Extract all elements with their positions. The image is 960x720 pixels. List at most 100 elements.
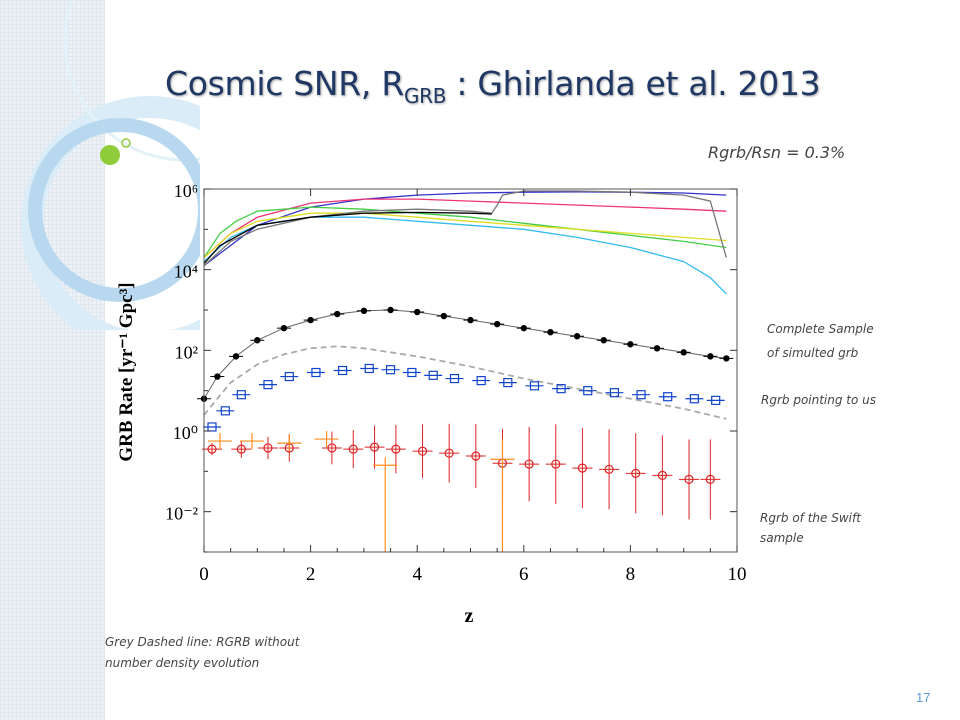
series-10-point-15 — [599, 429, 620, 510]
series-7-point-6 — [330, 310, 345, 318]
data-point-part — [440, 312, 448, 320]
y-tick-label: 10⁴ — [174, 262, 198, 282]
data-point-part — [444, 448, 454, 458]
series-7-point-17 — [623, 341, 638, 348]
series-9-point-11 — [445, 373, 464, 384]
data-point-part — [551, 459, 561, 469]
series-10-point-18 — [679, 439, 700, 520]
series-11-point-2 — [277, 435, 302, 452]
y-tick-label: 10⁻² — [165, 504, 198, 524]
data-point-part — [663, 392, 673, 402]
series-9-point-13 — [498, 378, 517, 388]
title-rest: : Ghirlanda et al. 2013 — [446, 64, 821, 103]
data-point-part — [476, 375, 486, 386]
data-point-part — [236, 444, 246, 454]
series-10-point-13 — [545, 424, 566, 504]
data-point-part — [627, 341, 634, 348]
series-7-fit-line — [203, 309, 727, 399]
data-point-part — [207, 422, 217, 432]
series-7-point-3 — [250, 337, 265, 344]
series-11-point-1 — [239, 433, 264, 450]
data-point-part — [547, 328, 554, 336]
series-0-line — [203, 191, 727, 267]
series-6-line — [203, 211, 492, 265]
series-10-point-16 — [625, 433, 646, 514]
data-point-part — [307, 316, 314, 324]
series-9-point-19 — [658, 392, 677, 402]
series-7-point-12 — [490, 320, 505, 328]
y-axis-label: GRB Rate [yr⁻¹ Gpc³] — [116, 282, 137, 461]
series-7-point-11 — [463, 316, 478, 324]
series-9-point-10 — [424, 370, 443, 380]
complete-sample-line1: Complete Sample — [767, 322, 874, 336]
series-10-point-10 — [465, 424, 486, 489]
decorative-rings — [21, 0, 200, 330]
series-9-point-9 — [402, 367, 421, 378]
data-point-part — [284, 371, 294, 382]
series-8-line — [203, 345, 727, 420]
x-axis-label: z — [465, 605, 474, 627]
series-10-point-14 — [572, 428, 593, 509]
series-3-line — [203, 212, 727, 259]
title-main: Cosmic SNR, R — [165, 64, 404, 103]
series-10-point-17 — [652, 435, 673, 516]
data-point-part — [254, 337, 261, 344]
series-7-point-20 — [703, 353, 718, 360]
data-point-part — [573, 333, 581, 340]
series-7-point-8 — [383, 306, 398, 314]
series-11-point-0 — [207, 433, 232, 450]
series-9-point-15 — [552, 384, 571, 394]
series-10-point-2 — [257, 436, 278, 460]
data-point-part — [369, 442, 380, 452]
data-point-part — [707, 353, 714, 360]
series-9-point-4 — [280, 371, 299, 382]
series-10-point-4 — [321, 431, 342, 465]
series-9-point-1 — [216, 406, 235, 416]
data-point-part — [711, 395, 721, 405]
x-tick-label: 8 — [626, 564, 636, 585]
footnote-line1: Grey Dashed line: RGRB without — [105, 635, 300, 649]
series-9-point-14 — [525, 381, 544, 391]
series-4-line — [203, 216, 727, 295]
data-point-part — [467, 316, 474, 324]
series-9-point-0 — [202, 422, 221, 432]
data-point-part — [684, 474, 694, 484]
plot-frame — [203, 188, 738, 553]
y-tick-label: 10⁶ — [174, 181, 198, 201]
series-7-point-13 — [516, 324, 531, 332]
series-7-point-15 — [570, 333, 585, 340]
data-point-part — [327, 443, 337, 453]
series-5-line — [203, 190, 727, 267]
series-9-point-7 — [360, 363, 379, 374]
data-point-part — [680, 349, 687, 356]
complete-sample-annotation: Complete Sample of simulted grb — [767, 317, 874, 365]
series-9-point-8 — [381, 365, 400, 375]
data-point-part — [236, 390, 246, 400]
x-tick-label: 6 — [519, 564, 529, 585]
series-9-point-20 — [685, 394, 704, 404]
series-7-point-2 — [228, 353, 243, 360]
series-7-point-4 — [276, 324, 291, 332]
series-7-point-14 — [543, 328, 558, 336]
data-point-part — [391, 444, 401, 454]
grb-rate-chart: 0 2 4 6 8 10 10⁻² 10⁰ 10² 10⁴ 10⁶ GRB Rate [yr⁻¹ G… — [116, 181, 747, 627]
series-9-point-17 — [605, 388, 624, 398]
data-point-part — [263, 443, 273, 453]
x-tick-label: 2 — [306, 564, 316, 585]
series-7-point-7 — [356, 307, 371, 315]
data-point-part — [220, 406, 230, 416]
series-10-point-7 — [385, 424, 406, 474]
series-7-point-9 — [410, 308, 425, 316]
data-point-part — [583, 386, 593, 396]
series-1-line — [203, 198, 727, 259]
data-point-part — [232, 353, 240, 360]
data-point-part — [577, 463, 588, 473]
y-tick-label: 10⁰ — [173, 423, 198, 443]
series-10-point-9 — [439, 423, 460, 483]
x-tick-label: 10 — [728, 564, 747, 585]
data-point-part — [385, 365, 396, 375]
series-7-point-16 — [596, 337, 611, 344]
data-point-part — [653, 345, 661, 352]
series-10-point-6 — [364, 425, 385, 469]
series-10-point-0 — [201, 443, 222, 456]
